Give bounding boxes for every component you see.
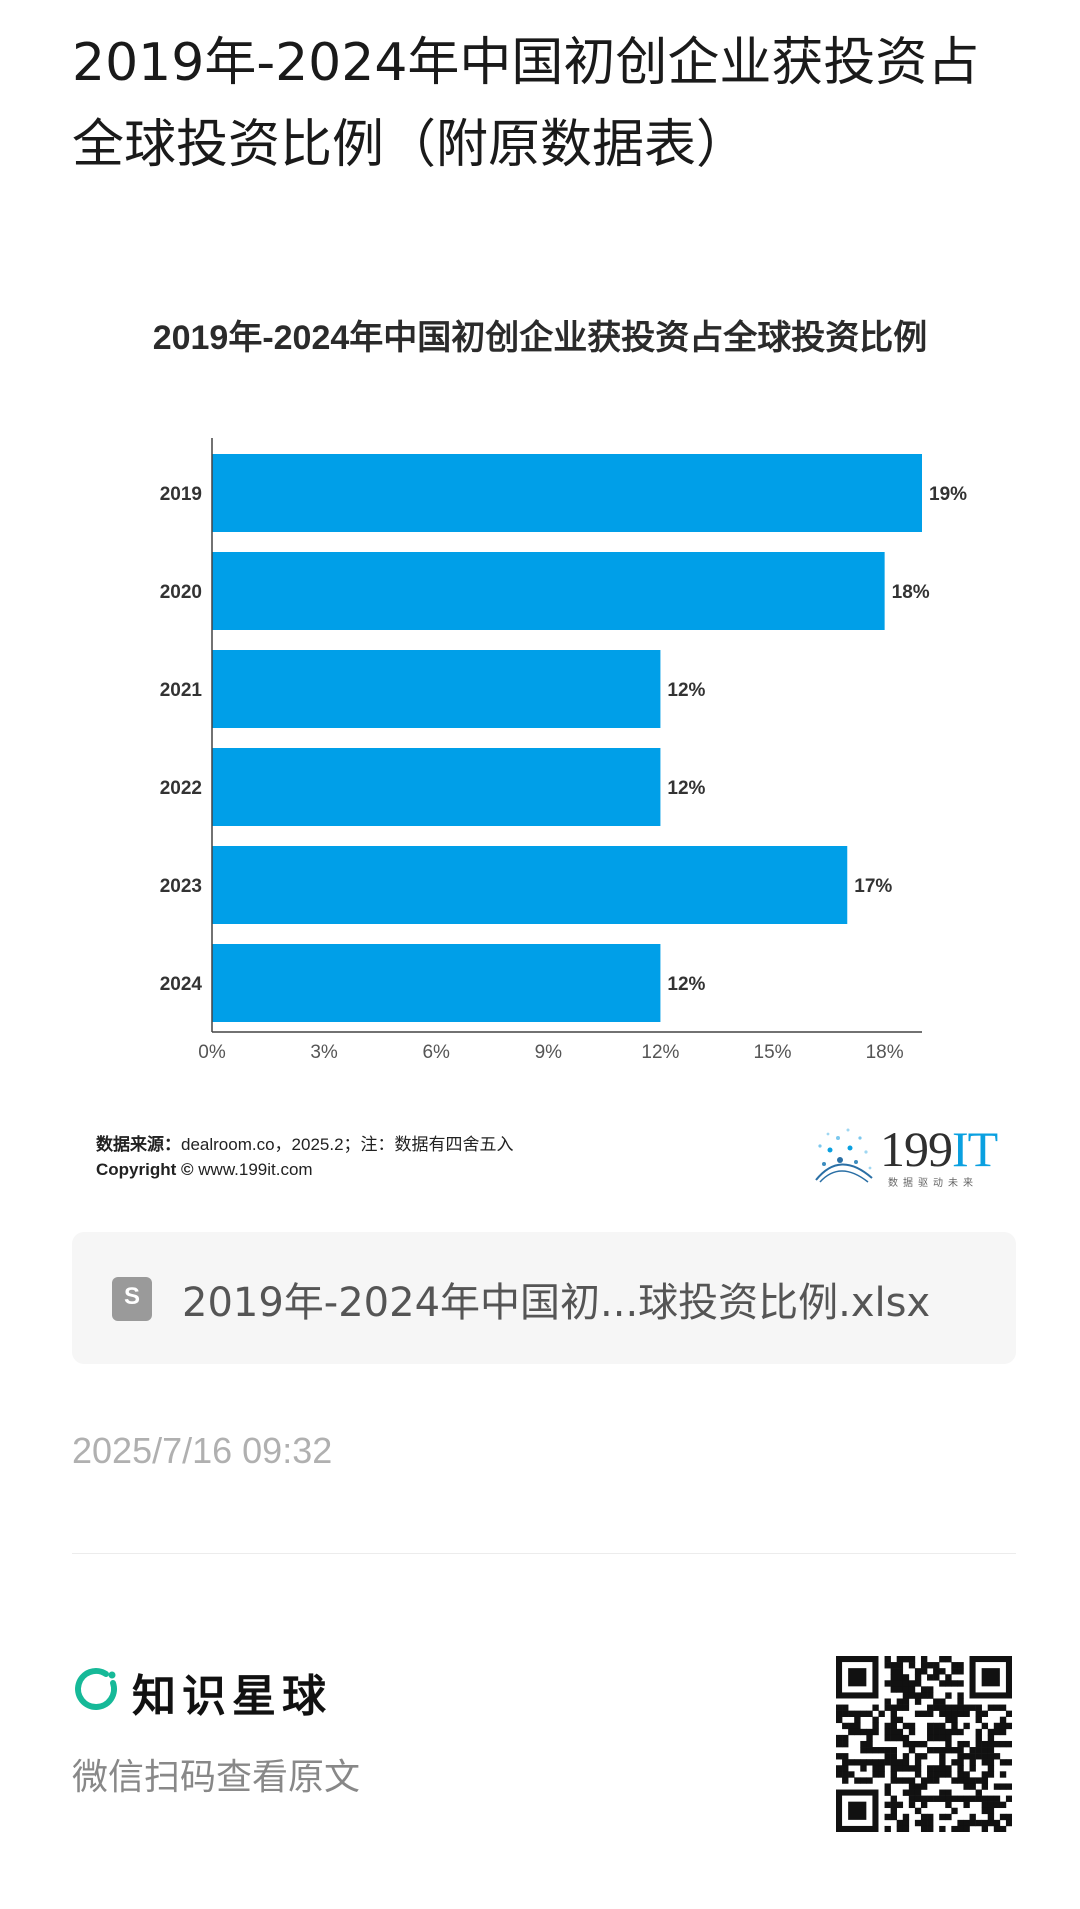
y-tick-label: 2022 <box>160 778 202 799</box>
zsxq-ring-icon <box>75 1667 117 1710</box>
y-tick-label: 2023 <box>160 876 202 897</box>
divider <box>72 1553 1016 1554</box>
chart-title: 2019年-2024年中国初创企业获投资占全球投资比例 <box>152 319 928 357</box>
attachment-card[interactable]: S 2019年-2024年中国初...球投资比例.xlsx <box>72 1232 1016 1364</box>
x-tick-label: 15% <box>754 1042 792 1063</box>
logo-wordmark: 199IT <box>880 1121 998 1177</box>
bar-2021 <box>212 650 661 728</box>
logo-tagline: 数据驱动未来 <box>888 1178 978 1189</box>
199it-logo: 199IT 数据驱动未来 <box>810 1120 1000 1190</box>
data-label: 19% <box>929 484 967 505</box>
bar-2024 <box>212 944 661 1022</box>
spreadsheet-file-icon: S <box>112 1277 152 1321</box>
y-tick-label: 2024 <box>160 974 203 995</box>
data-label: 12% <box>667 680 705 701</box>
x-tick-label: 6% <box>422 1042 450 1063</box>
post-title: 2019年-2024年中国初创企业获投资占全球投资比例（附原数据表） <box>72 33 980 175</box>
source-label: 数据来源： <box>96 1135 181 1154</box>
data-label: 12% <box>667 974 705 995</box>
chart-copyright: Copyright © www.199it.com <box>96 1160 313 1180</box>
scan-hint: 微信扫码查看原文 <box>72 1757 361 1798</box>
y-tick-label: 2019 <box>160 484 202 505</box>
x-tick-label: 3% <box>310 1042 338 1063</box>
post-timestamp: 2025/7/16 09:32 <box>72 1430 333 1471</box>
copyright-text: www.199it.com <box>198 1160 313 1179</box>
chart-image: 2019年-2024年中国初创企业获投资占全球投资比例 2019 19% 2020 1… <box>72 290 1008 1200</box>
data-label: 12% <box>667 778 705 799</box>
dandelion-logo-icon <box>815 1128 873 1183</box>
bar-chart: 2019 19% 2020 18% 2021 12% 2022 12% 2023 17% 2024 1… <box>160 438 967 1063</box>
chart-source: 数据来源：dealroom.co，2025.2；注：数据有四舍五入 <box>96 1130 514 1155</box>
x-tick-label: 12% <box>641 1042 679 1063</box>
y-tick-label: 2020 <box>160 582 202 603</box>
qr-code-icon[interactable] <box>836 1656 1012 1832</box>
x-tick-label: 9% <box>535 1042 563 1063</box>
x-tick-label: 0% <box>198 1042 226 1063</box>
attachment-file-name[interactable]: 2019年-2024年中国初...球投资比例.xlsx <box>182 1280 931 1326</box>
bar-2019 <box>212 454 922 532</box>
data-label: 17% <box>854 876 892 897</box>
copyright-label: Copyright © <box>96 1160 194 1179</box>
brand-name: 知识星球 <box>132 1671 332 1722</box>
source-text: dealroom.co，2025.2；注：数据有四舍五入 <box>181 1135 514 1154</box>
data-label: 18% <box>892 582 930 603</box>
bar-2022 <box>212 748 661 826</box>
y-tick-label: 2021 <box>160 680 203 701</box>
bar-2023 <box>212 846 848 924</box>
bar-2020 <box>212 552 885 630</box>
x-tick-label: 18% <box>866 1042 904 1063</box>
